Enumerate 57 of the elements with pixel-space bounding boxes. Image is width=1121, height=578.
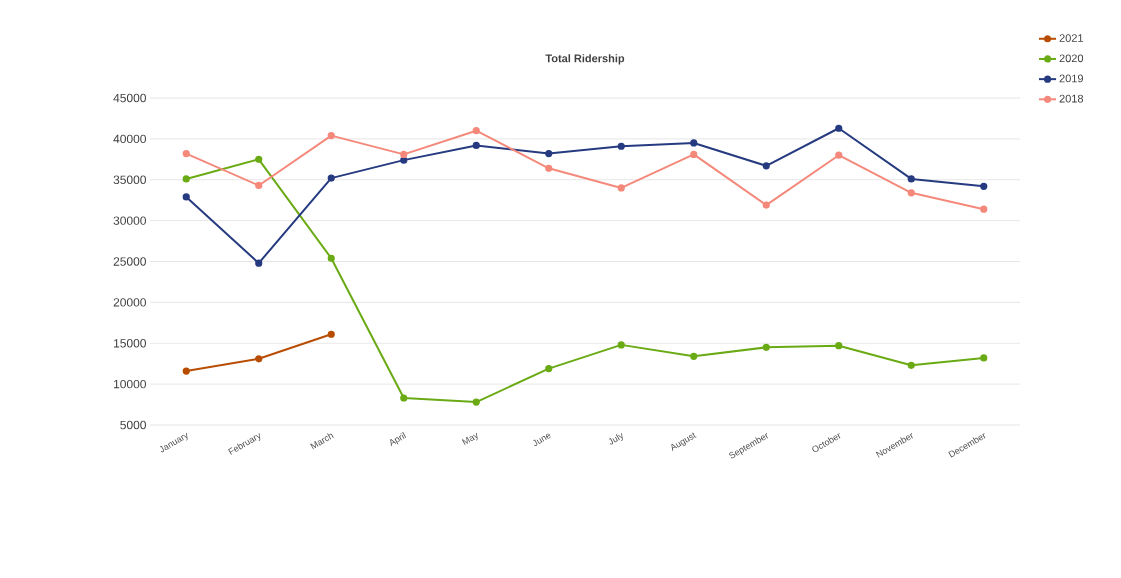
x-tick-label: July <box>608 433 623 445</box>
y-tick-label: 30000 <box>113 216 146 225</box>
point <box>327 254 335 262</box>
point <box>327 132 335 140</box>
y-tick-label: 25000 <box>113 257 146 266</box>
point <box>400 156 408 164</box>
point <box>835 124 843 132</box>
x-tick-label: April <box>390 431 407 447</box>
point <box>907 361 915 369</box>
point <box>545 364 553 373</box>
point <box>762 201 770 209</box>
y-tick-label: 20000 <box>113 298 146 307</box>
x-tick-label: May <box>461 432 478 446</box>
point <box>472 127 480 135</box>
point <box>980 182 988 190</box>
point <box>182 193 190 201</box>
point <box>182 149 190 158</box>
point <box>907 175 915 183</box>
point <box>690 150 698 158</box>
point <box>400 394 408 402</box>
point <box>182 367 190 375</box>
legend-label: 2021 <box>1059 34 1084 42</box>
point <box>980 354 988 362</box>
y-tick-label: 15000 <box>114 339 146 348</box>
point <box>617 142 625 150</box>
point <box>690 139 698 147</box>
point <box>762 162 770 170</box>
y-tick-label: 45000 <box>113 93 146 103</box>
point <box>980 205 988 213</box>
point <box>617 184 625 192</box>
point <box>182 175 190 183</box>
point <box>617 341 625 349</box>
legend-label: 2018 <box>1059 94 1084 103</box>
chart-title: Total Ridership <box>545 54 625 65</box>
point <box>255 355 263 363</box>
point <box>255 181 263 190</box>
point <box>835 151 843 159</box>
x-tick-label: June <box>533 433 551 447</box>
y-tick-label: 35000 <box>113 175 146 184</box>
point <box>690 352 698 360</box>
point <box>472 141 480 150</box>
point <box>327 174 335 182</box>
y-tick-label: 10000 <box>114 379 146 389</box>
point <box>255 259 263 267</box>
point <box>400 150 408 158</box>
point <box>545 149 553 158</box>
point <box>472 398 480 406</box>
point <box>545 164 553 172</box>
point <box>907 189 915 197</box>
legend-label: 2019 <box>1059 74 1084 83</box>
point <box>835 342 843 350</box>
y-tick-label: 40000 <box>113 134 146 144</box>
point <box>255 155 263 163</box>
y-tick-label: 5000 <box>120 420 146 430</box>
point <box>327 330 335 338</box>
point <box>762 343 770 351</box>
legend-label: 2020 <box>1059 54 1084 63</box>
